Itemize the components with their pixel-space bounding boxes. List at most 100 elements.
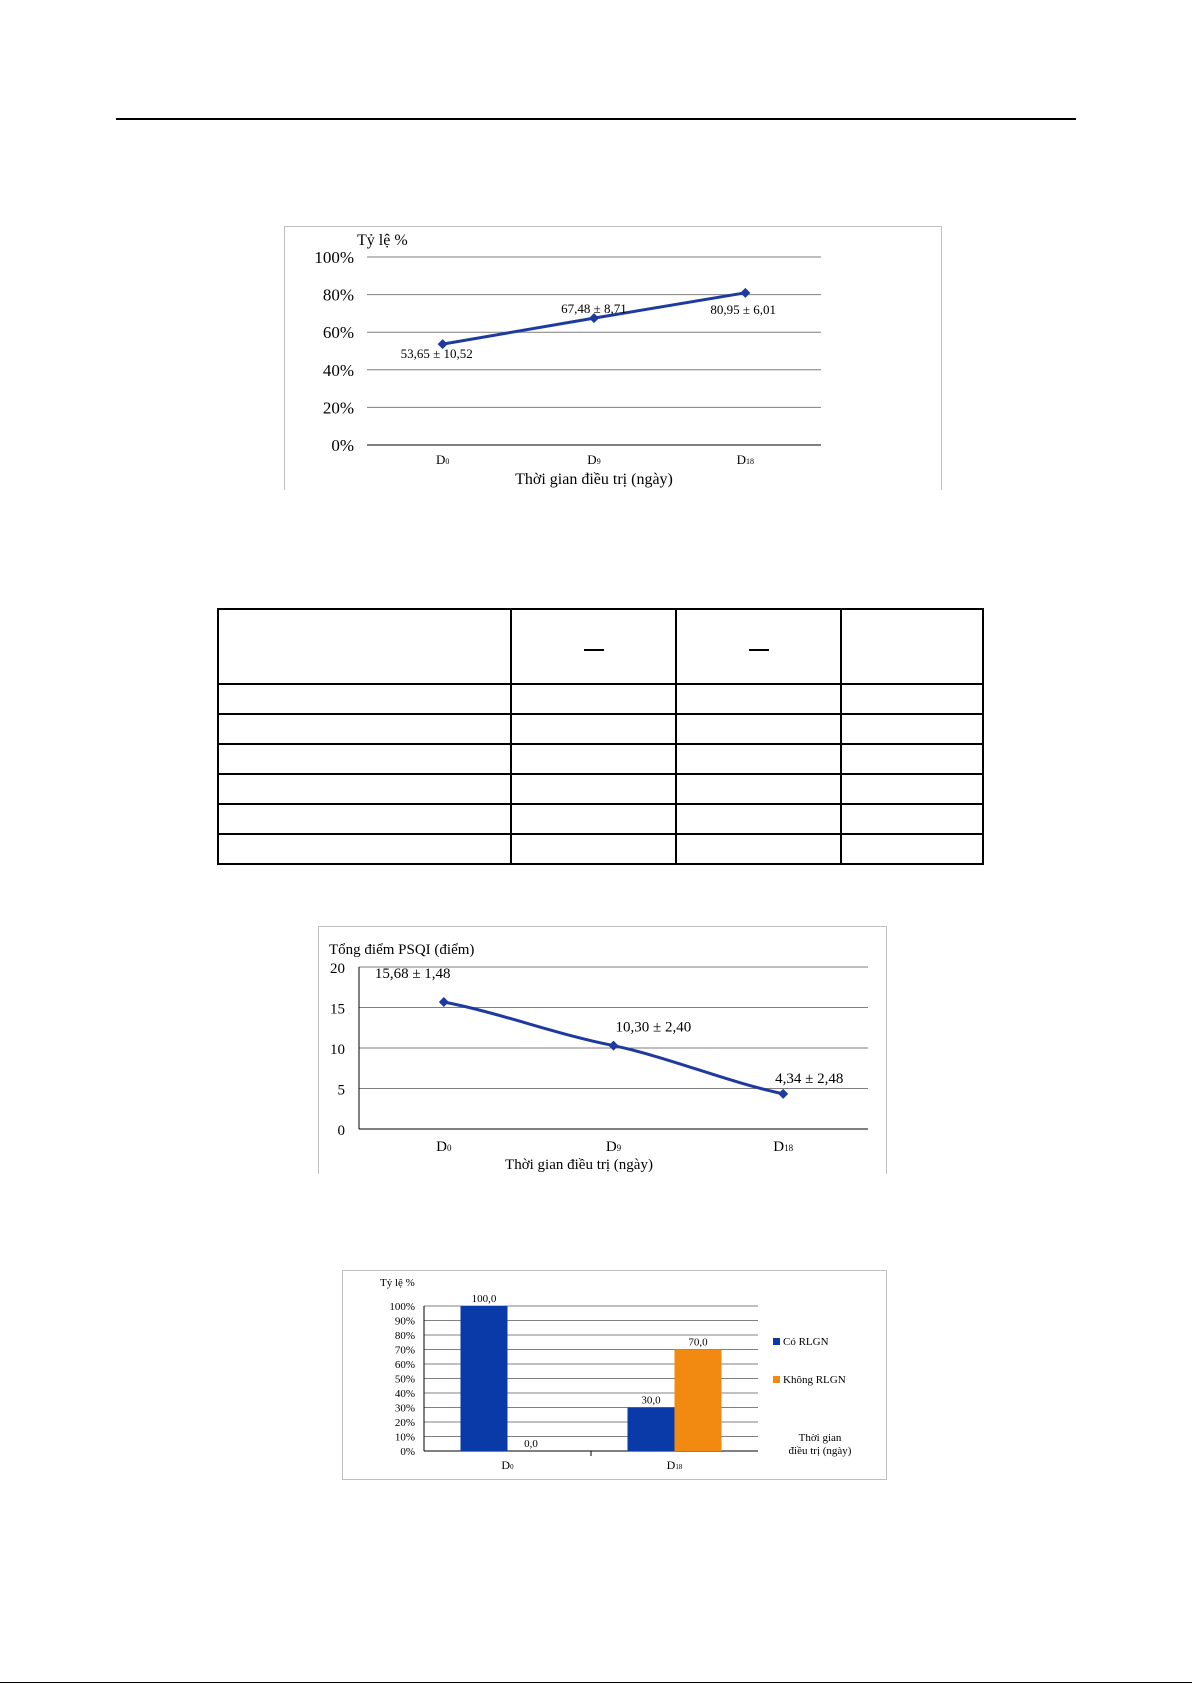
chart-3-bar [460,1306,508,1451]
chart-3-ytick-label: 40% [395,1388,415,1400]
chart-2: 20 15 10 5 0 Tổng điểm PSQI (điểm) D0 D9 D18 Thời… [318,926,887,1174]
chart-1-ylabel: Tỷ lệ % [357,232,408,249]
chart-3-ytick-label: 50% [395,1374,415,1386]
table-cell [675,803,842,835]
table-header-cell [217,608,512,685]
chart-1-ytick-label: 40% [323,361,354,380]
chart-2-point [778,1088,789,1099]
table-cell [675,833,842,865]
chart-3-ytick-label: 10% [395,1432,415,1444]
table-cell [217,833,512,865]
data-table [217,608,984,865]
table-header-cell [840,608,984,685]
chart-2-ytick-label: 0 [338,1123,346,1139]
chart-3-data-label: 0,0 [524,1438,538,1450]
table-row [217,773,984,805]
table-cell [217,773,512,805]
chart-2-xtick-label: D9 [606,1139,622,1155]
chart-1-border [284,226,942,490]
chart-3-ytick-label: 80% [395,1330,415,1342]
chart-3-legend-swatch [773,1338,780,1345]
chart-1-data-label: 53,65 ± 10,52 [401,346,473,361]
chart-2-xlabel: Thời gian điều trị (ngày) [505,1157,653,1173]
table-cell [510,803,677,835]
table-row [217,683,984,715]
chart-1-frame: 100% 80% 60% 40% 20% 0% Tỷ lệ % D0 D9 D18 Thời gia… [284,226,942,490]
chart-1-xtick-label: D18 [737,452,754,467]
chart-3-legend-label: Có RLGN [783,1336,829,1348]
chart-3-data-label: 30,0 [641,1395,661,1407]
table-cell [510,713,677,745]
chart-2-point [608,1040,619,1051]
chart-1-ytick-label: 60% [323,323,354,342]
chart-1-xtick-label: D0 [436,452,449,467]
chart-1-point [740,287,751,298]
chart-1-xlabel: Thời gian điều trị (ngày) [515,471,673,488]
chart-1-ytick-label: 20% [323,398,354,417]
chart-1-ytick-label: 100% [314,248,354,267]
chart-1-data-label: 67,48 ± 8,71 [561,301,627,316]
table-cell [510,773,677,805]
table-cell [217,743,512,775]
table-cell [217,803,512,835]
mean-overbar [748,648,769,651]
chart-2-border [318,926,887,1174]
chart-1-point [589,313,599,324]
chart-2-frame: 20 15 10 5 0 Tổng điểm PSQI (điểm) D0 D9 D18 Thời… [318,926,887,1174]
chart-2-data-label: 4,34 ± 2,48 [775,1071,843,1087]
table-cell [840,683,984,715]
header-rule [116,118,1076,120]
table-header-cell [675,608,842,685]
table-cell [840,713,984,745]
table-row [217,803,984,835]
table-cell [840,743,984,775]
chart-3-xlabel: Thời gian điều trị (ngày) [789,1432,852,1457]
table-row [217,833,984,865]
chart-3-ytick-label: 60% [395,1359,415,1371]
table-row [217,743,984,775]
footer-rule [0,1682,1192,1683]
chart-3-data-label: 70,0 [688,1337,708,1349]
chart-1-ytick-label: 80% [323,286,354,305]
chart-3-legend-label: Không RLGN [783,1374,846,1386]
chart-2-ytick-label: 5 [338,1083,346,1099]
table-cell [840,773,984,805]
chart-2-xtick-label: D0 [436,1139,452,1155]
chart-2-data-label: 15,68 ± 1,48 [375,966,451,982]
chart-3-ytick-label: 30% [395,1403,415,1415]
table-cell [675,713,842,745]
chart-2-ylabel: Tổng điểm PSQI (điểm) [329,942,474,958]
chart-3-xtick-label: D18 [667,1458,683,1472]
chart-2-xtick-label: D18 [773,1139,793,1155]
chart-3-ytick-label: 90% [395,1316,415,1328]
chart-3-xtick-label: D0 [501,1458,514,1472]
chart-2-point [438,996,449,1007]
chart-3-ytick-label: 0% [400,1446,415,1458]
chart-1: 100% 80% 60% 40% 20% 0% Tỷ lệ % D0 D9 D18 Thời gia… [284,226,942,490]
chart-3-legend-swatch [773,1376,780,1383]
table-cell [510,743,677,775]
chart-3-bar [627,1407,675,1451]
table-cell [510,833,677,865]
chart-2-ytick-label: 10 [330,1042,345,1058]
mean-overbar [583,648,604,651]
chart-3-ytick-label: 20% [395,1417,415,1429]
table-cell [675,743,842,775]
table-cell [840,803,984,835]
table-row [217,713,984,745]
table-cell [217,683,512,715]
table-cell [675,683,842,715]
chart-1-ytick-label: 0% [331,436,354,455]
table-cell [675,773,842,805]
table-header-cell [510,608,677,685]
chart-2-ytick-label: 20 [330,961,345,977]
table-cell [217,713,512,745]
chart-3-bar [674,1349,722,1451]
chart-3-frame: 100% 90% 80% 70% 60% 50% 40% 30% 20% 10% 0% Tỷ lệ %… [342,1270,887,1480]
chart-3-border [342,1270,887,1480]
table-header-row [217,608,984,685]
chart-3-ylabel: Tỷ lệ % [380,1277,415,1289]
chart-1-point [437,339,448,350]
chart-3-ytick-label: 70% [395,1345,415,1357]
chart-3-ytick-label: 100% [389,1301,415,1313]
